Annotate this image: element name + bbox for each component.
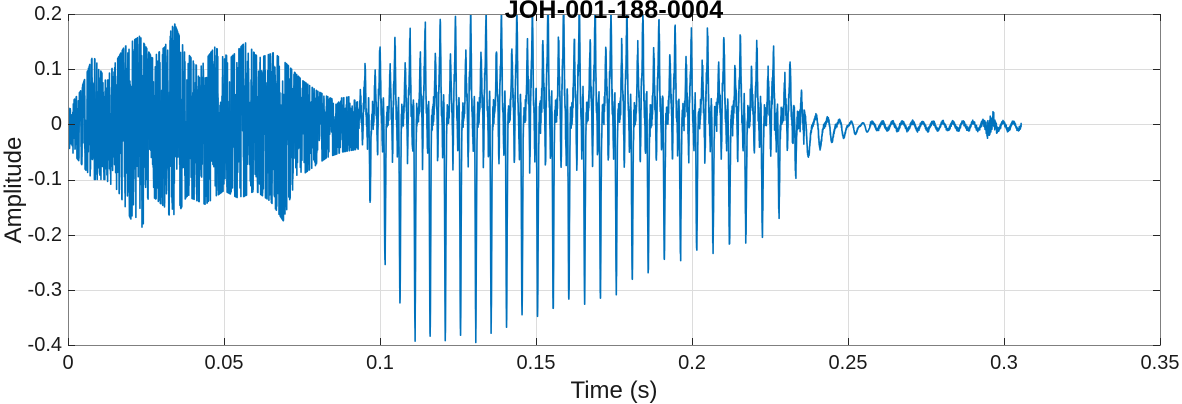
x-tick-label: 0.25	[828, 352, 868, 374]
x-axis-label: Time (s)	[570, 377, 658, 404]
x-tick-label: 0.3	[990, 352, 1018, 374]
y-tick-label: -0.1	[27, 168, 62, 190]
y-tick-label: 0.1	[34, 58, 62, 80]
plot-title: JOH-001-188-0004	[504, 0, 724, 24]
x-tick-label: 0.05	[204, 352, 244, 374]
x-tick-label: 0	[62, 352, 74, 374]
x-tick-label: 0.2	[678, 352, 706, 374]
x-tick-label: 0.1	[366, 352, 394, 374]
y-tick-label: -0.2	[27, 224, 62, 246]
y-tick-label: 0	[50, 113, 62, 135]
y-tick-label: -0.4	[27, 334, 62, 356]
y-tick-label: -0.3	[27, 279, 62, 301]
x-tick-label: 0.15	[516, 352, 556, 374]
x-tick-label: 0.35	[1140, 352, 1180, 374]
y-tick-label: 0.2	[34, 3, 62, 25]
